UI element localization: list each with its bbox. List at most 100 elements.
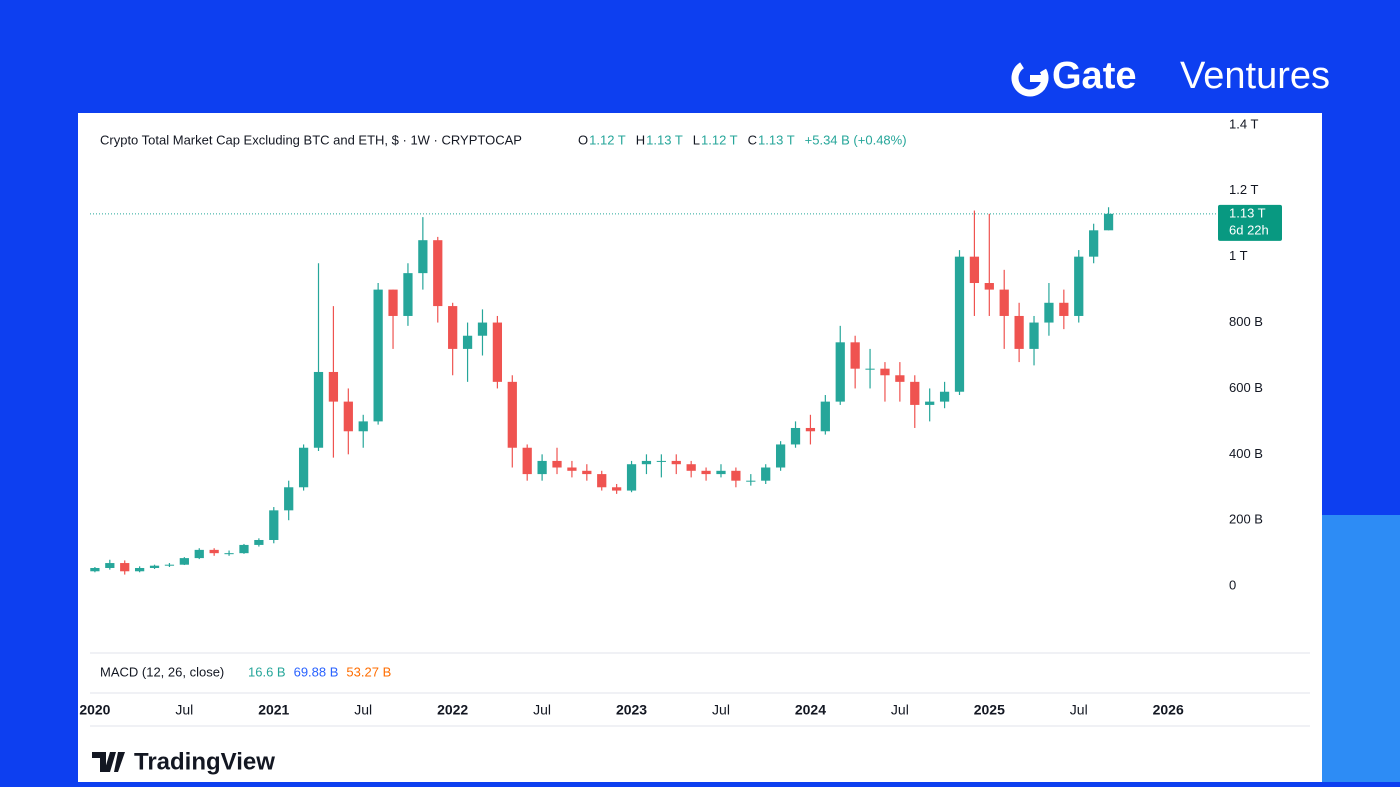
y-tick-label: 800 B xyxy=(1229,314,1263,329)
candle-body xyxy=(835,342,845,402)
footer-brand: TradingView xyxy=(134,748,275,775)
x-tick-label: 2020 xyxy=(79,702,110,718)
candle-body xyxy=(448,306,458,349)
x-tick-label: Jul xyxy=(712,702,730,718)
candle-body xyxy=(731,470,741,481)
countdown-label: 6d 22h xyxy=(1229,222,1269,237)
x-tick-label: Jul xyxy=(175,702,193,718)
candle-body xyxy=(284,487,294,511)
candle-body xyxy=(224,553,234,555)
y-tick-label: 1.4 T xyxy=(1229,116,1258,131)
candle-body xyxy=(358,421,368,432)
last-price-label: 1.13 T xyxy=(1229,205,1266,220)
candle-body xyxy=(164,564,175,566)
y-tick-label: 1 T xyxy=(1229,248,1248,263)
candle-body xyxy=(641,460,652,465)
candle-body xyxy=(194,549,204,559)
candle-body xyxy=(90,567,100,572)
legend-key: C xyxy=(748,132,757,147)
candle-body xyxy=(135,567,145,572)
macd-title: MACD (12, 26, close) xyxy=(100,664,224,679)
candle-body xyxy=(820,401,830,432)
macd-value: 16.6 B xyxy=(248,664,286,679)
last-price-badge xyxy=(1218,204,1282,241)
tv-logo xyxy=(92,752,125,772)
candle-body xyxy=(925,401,935,405)
x-tick-label: 2026 xyxy=(1153,702,1184,718)
candle-body xyxy=(701,470,711,475)
x-tick-label: 2022 xyxy=(437,702,468,718)
x-tick-label: 2024 xyxy=(795,702,826,718)
candle-body xyxy=(239,544,249,554)
x-tick-label: Jul xyxy=(891,702,909,718)
y-tick-label: 1.2 T xyxy=(1229,182,1258,197)
candle-body xyxy=(298,447,309,488)
candle-body xyxy=(105,563,115,568)
legend-value: 1.13 T xyxy=(646,132,683,147)
x-tick-label: Jul xyxy=(1070,702,1088,718)
candle-body xyxy=(999,289,1009,316)
y-tick-label: 600 B xyxy=(1229,380,1263,395)
candle-body xyxy=(1044,302,1054,323)
legend-value: 1.12 T xyxy=(589,132,626,147)
candle-body xyxy=(686,464,696,471)
y-tick-label: 0 xyxy=(1229,578,1236,593)
brand-suffix: Ventures xyxy=(1180,55,1330,97)
candle-body xyxy=(612,487,622,491)
candle-body xyxy=(656,460,666,462)
legend-key: O xyxy=(578,132,588,147)
candle-body xyxy=(910,381,920,405)
legend-key: H xyxy=(636,132,645,147)
legend-value: 1.13 T xyxy=(758,132,795,147)
candle-body xyxy=(313,371,324,448)
candle-body xyxy=(582,470,592,475)
candle-body xyxy=(179,558,189,565)
candle-body xyxy=(1089,230,1099,257)
candle-body xyxy=(626,464,637,491)
candle-body xyxy=(954,256,965,392)
candle-body xyxy=(716,470,726,475)
candle-body xyxy=(477,322,488,336)
candle-body xyxy=(1074,256,1084,316)
legend-change: +5.34 B (+0.48%) xyxy=(805,132,907,147)
candle-body xyxy=(552,460,562,468)
candle-body xyxy=(492,322,503,382)
candle-body xyxy=(388,289,398,316)
brand-name: Gate xyxy=(1052,55,1136,97)
candle-body xyxy=(343,401,353,432)
candle-body xyxy=(120,563,130,572)
candle-body xyxy=(939,391,950,402)
plot xyxy=(90,207,1114,575)
candle-body xyxy=(746,480,756,482)
x-tick-label: 2023 xyxy=(616,702,647,718)
candle-body xyxy=(671,460,681,465)
candle-body xyxy=(537,460,547,475)
candle-body xyxy=(865,368,875,370)
candle-body xyxy=(209,549,219,554)
candle-body xyxy=(775,444,786,468)
candle-body xyxy=(984,283,994,290)
legend-value: 1.12 T xyxy=(701,132,738,147)
candle-body xyxy=(433,240,443,307)
candle-body xyxy=(403,273,413,316)
candle-body xyxy=(373,289,383,422)
candle-body xyxy=(418,240,428,274)
candle-body xyxy=(969,256,980,284)
candle-body xyxy=(761,467,771,481)
candle-body xyxy=(269,510,279,540)
candle-body xyxy=(850,342,860,369)
x-tick-label: 2025 xyxy=(974,702,1005,718)
candle-body xyxy=(149,565,160,568)
chart-card xyxy=(78,113,1322,782)
candle-body xyxy=(805,427,816,432)
candle-body xyxy=(254,539,264,545)
candle-body xyxy=(597,474,607,488)
candle-body xyxy=(522,447,532,475)
macd-value: 53.27 B xyxy=(346,664,391,679)
candle-body xyxy=(1014,315,1024,349)
x-tick-label: 2021 xyxy=(258,702,289,718)
legend-key: L xyxy=(693,132,700,147)
y-tick-label: 400 B xyxy=(1229,446,1263,461)
